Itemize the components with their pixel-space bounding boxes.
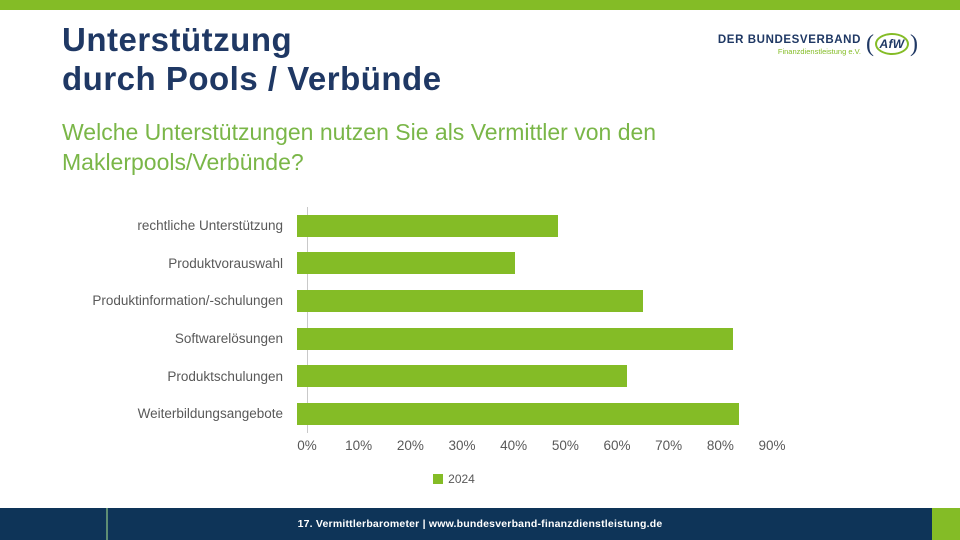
footer-divider xyxy=(106,508,108,540)
bar xyxy=(297,402,739,425)
x-axis-tick: 20% xyxy=(396,437,424,453)
bar-track xyxy=(295,402,774,425)
x-axis-tick: 0% xyxy=(297,437,317,453)
logo-name: DER BUNDESVERBAND xyxy=(717,34,861,46)
bar-track xyxy=(295,214,774,237)
x-axis-tick: 80% xyxy=(706,437,734,453)
x-axis: 0% 10% 20% 30% 40% 50% 60% 70% 80% 90% xyxy=(297,437,785,456)
footer-bar: 17. Vermittlerbarometer | www.bundesverb… xyxy=(0,508,960,540)
y-axis-line xyxy=(307,207,308,433)
chart-legend: 2024 xyxy=(62,472,774,486)
category-label: Weiterbildungsangebote xyxy=(137,406,283,422)
badge-text: AfW xyxy=(879,37,905,51)
category-label: Produktschulungen xyxy=(167,368,283,384)
logo-text: DER BUNDESVERBAND Finanzdienstleistung e… xyxy=(718,31,861,56)
bar-row: Produktinformation/-schulungen xyxy=(62,282,774,320)
x-axis-tick: 40% xyxy=(500,437,528,453)
afw-logo: DER BUNDESVERBAND Finanzdienstleistung e… xyxy=(718,31,918,57)
x-axis-tick: 70% xyxy=(655,437,683,453)
x-axis-tick: 90% xyxy=(758,437,786,453)
page-title-line2: durch Pools / Verbünde xyxy=(62,60,442,97)
badge-paren-close: ) xyxy=(910,31,918,57)
bar-track xyxy=(295,252,774,275)
legend-label: 2024 xyxy=(448,471,475,486)
category-label: rechtliche Unterstützung xyxy=(137,218,283,234)
bar-row: rechtliche Unterstützung xyxy=(62,207,774,245)
logo-tagline: Finanzdienstleistung e.V. xyxy=(777,47,861,56)
x-axis-tick: 10% xyxy=(345,437,373,453)
bar-row: Produktschulungen xyxy=(62,357,774,395)
bar-track xyxy=(295,327,774,350)
category-label: Produktvorauswahl xyxy=(168,255,283,271)
legend-swatch-icon xyxy=(433,473,444,484)
x-axis-tick: 60% xyxy=(603,437,631,453)
category-label: Produktinformation/-schulungen xyxy=(92,293,283,309)
afw-oval-icon: AfW xyxy=(875,33,909,55)
page-title: Unterstützung durch Pools / Verbünde xyxy=(62,20,442,98)
bar xyxy=(297,214,558,237)
x-axis-tick: 30% xyxy=(448,437,476,453)
bar-row: Produktvorauswahl xyxy=(62,245,774,283)
bar xyxy=(297,252,516,275)
footer-accent-block xyxy=(932,508,960,540)
bar-row: Softwarelösungen xyxy=(62,320,774,358)
x-axis-tick: 50% xyxy=(551,437,579,453)
category-label: Softwarelösungen xyxy=(174,331,283,347)
top-accent-bar xyxy=(0,0,960,10)
chart-question-subtitle: Welche Unterstützungen nutzen Sie als Ve… xyxy=(62,119,657,175)
bar xyxy=(297,365,627,388)
badge-paren-open: ( xyxy=(866,31,874,57)
bar-track xyxy=(295,289,774,312)
afw-badge: ( AfW ) xyxy=(866,31,918,57)
page-title-line1: Unterstützung xyxy=(62,21,293,58)
bar-track xyxy=(295,365,774,388)
bar-row: Weiterbildungsangebote xyxy=(62,395,774,433)
bar xyxy=(297,289,643,312)
footer-text: 17. Vermittlerbarometer | www.bundesverb… xyxy=(297,518,663,530)
bar xyxy=(297,327,734,350)
bar-chart: rechtliche Unterstützung Produktvorauswah… xyxy=(62,207,786,486)
bar-plot: rechtliche Unterstützung Produktvorauswah… xyxy=(62,207,774,433)
